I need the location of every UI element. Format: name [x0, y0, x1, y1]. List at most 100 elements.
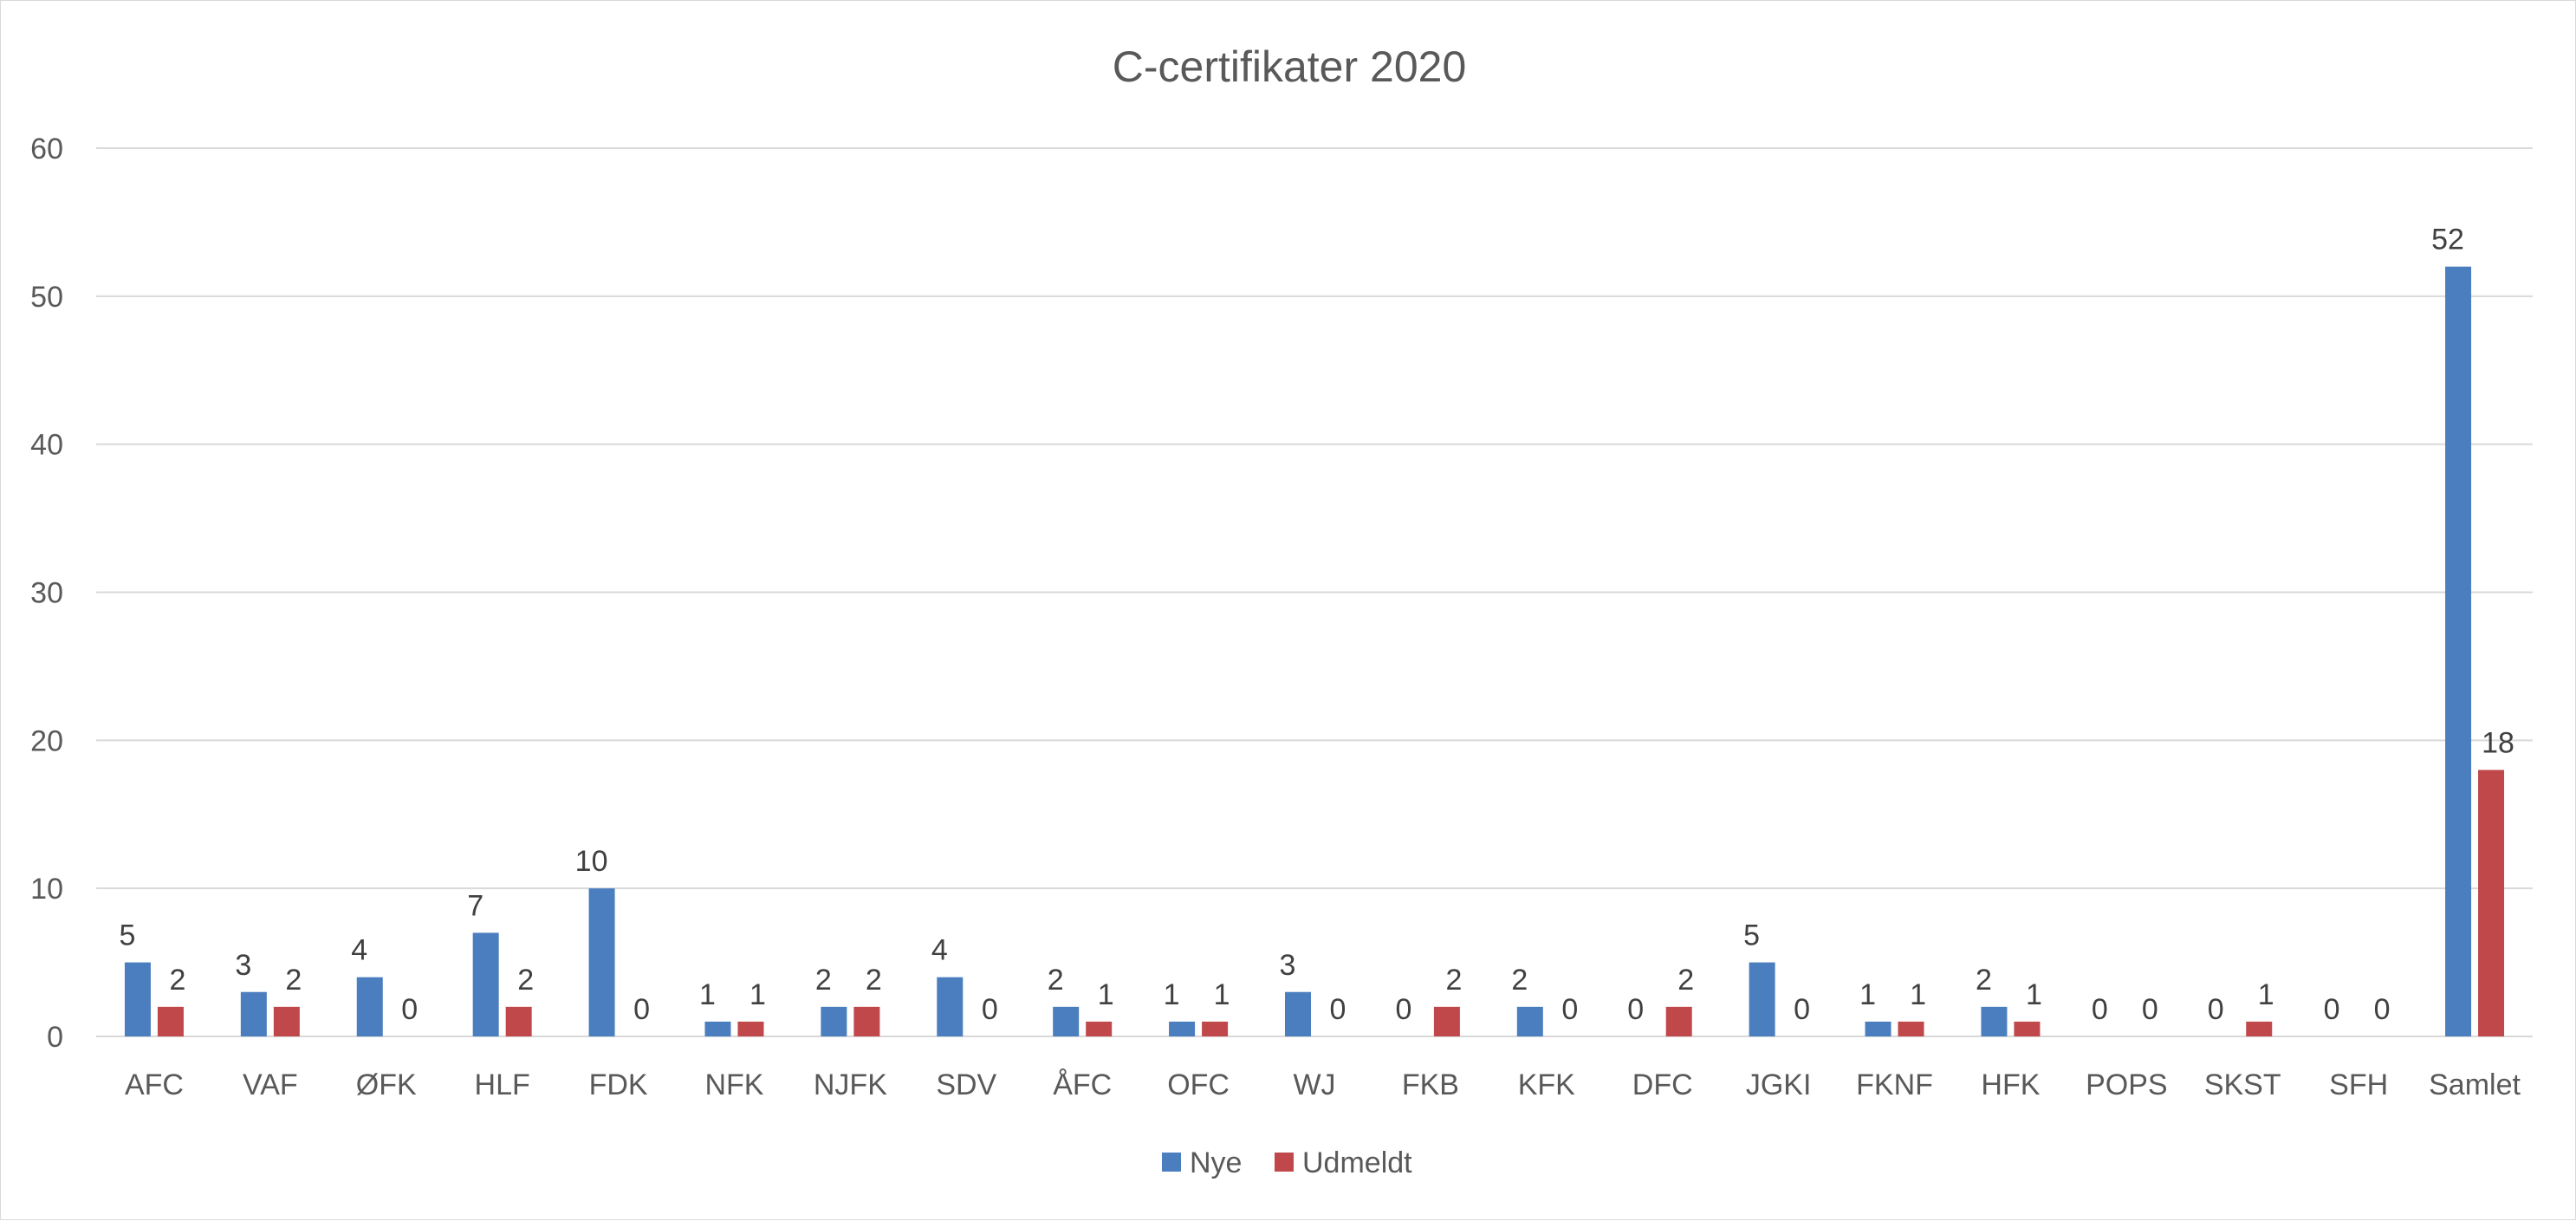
bar-nye — [472, 932, 499, 1036]
data-label: 2 — [1511, 964, 1528, 997]
y-tick-label: 20 — [30, 724, 63, 757]
bar-nye — [2445, 266, 2472, 1037]
data-label: 1 — [1910, 978, 1926, 1011]
legend-swatch — [1162, 1153, 1181, 1172]
y-tick-label: 60 — [30, 133, 63, 166]
data-label: 1 — [1214, 978, 1230, 1011]
data-label: 2 — [815, 964, 832, 997]
data-label: 4 — [351, 934, 367, 967]
bar-nye — [1053, 1006, 1080, 1036]
bar-udmeldt — [1898, 1021, 1924, 1036]
bar-nye — [356, 977, 383, 1036]
data-label: 3 — [235, 949, 251, 982]
x-tick-label: FKNF — [1856, 1068, 1933, 1101]
bar-udmeldt — [2246, 1021, 2273, 1036]
data-label: 0 — [401, 993, 418, 1026]
bar-udmeldt — [1433, 1006, 1460, 1036]
bar-udmeldt — [273, 1006, 300, 1036]
y-tick-label: 40 — [30, 429, 63, 462]
data-label: 7 — [467, 889, 483, 922]
data-label: 18 — [2482, 727, 2514, 760]
bar-udmeldt — [1202, 1021, 1229, 1036]
bar-nye — [821, 1006, 847, 1036]
x-tick-label: SDV — [936, 1068, 996, 1101]
x-tick-label: SFH — [2329, 1068, 2388, 1101]
bar-nye — [1865, 1021, 1891, 1036]
data-label: 0 — [2374, 993, 2391, 1026]
legend-swatch — [1275, 1153, 1294, 1172]
chart-title: C-certifikater 2020 — [1113, 42, 1467, 91]
x-tick-label: HFK — [1981, 1068, 2040, 1101]
y-tick-label: 0 — [47, 1021, 63, 1054]
data-label: 1 — [1859, 978, 1876, 1011]
data-label: 2 — [169, 964, 185, 997]
bar-udmeldt — [853, 1006, 880, 1036]
bar-nye — [1285, 991, 1311, 1036]
data-label: 52 — [2431, 224, 2464, 257]
data-label: 1 — [699, 978, 716, 1011]
data-label: 0 — [1330, 993, 1346, 1026]
data-label: 0 — [982, 993, 998, 1026]
y-tick-label: 50 — [30, 281, 63, 314]
x-tick-label: FKB — [1402, 1068, 1459, 1101]
legend-label: Udmeldt — [1302, 1146, 1412, 1179]
data-label: 2 — [1976, 964, 1992, 997]
bar-nye — [124, 962, 151, 1036]
data-label: 2 — [285, 964, 302, 997]
data-label: 2 — [517, 964, 534, 997]
bar-nye — [1749, 962, 1775, 1036]
x-tick-label: WJ — [1293, 1068, 1335, 1101]
data-label: 0 — [1561, 993, 1578, 1026]
data-label: 0 — [1395, 993, 1411, 1026]
bar-nye — [937, 977, 964, 1036]
legend-label: Nye — [1190, 1146, 1242, 1179]
x-tick-label: FDK — [589, 1068, 648, 1101]
data-label: 0 — [2092, 993, 2108, 1026]
y-axis-ticks: 0 10 20 30 40 50 60 — [30, 133, 63, 1054]
legend: Nye Udmeldt — [1162, 1146, 1412, 1179]
data-label: 0 — [1794, 993, 1810, 1026]
data-label: 1 — [1098, 978, 1114, 1011]
x-tick-label: NJFK — [814, 1068, 887, 1101]
data-label: 4 — [931, 934, 948, 967]
bar-udmeldt — [737, 1021, 764, 1036]
data-label: 10 — [575, 845, 608, 878]
data-label: 1 — [2258, 978, 2274, 1011]
x-tick-label: AFC — [125, 1068, 184, 1101]
bar-nye — [240, 991, 267, 1036]
x-axis-ticks: AFC VAF ØFK HLF FDK NFK NJFK SDV ÅFC OFC WJ FKB KFK D… — [125, 1068, 2521, 1101]
data-label: 0 — [2208, 993, 2224, 1026]
y-tick-label: 30 — [30, 577, 63, 610]
bar-udmeldt — [1665, 1006, 1692, 1036]
bar-nye — [704, 1021, 731, 1036]
x-tick-label: VAF — [243, 1068, 298, 1101]
data-label: 0 — [2324, 993, 2340, 1026]
data-label: 1 — [2026, 978, 2042, 1011]
bar-nye — [588, 888, 615, 1036]
x-tick-label: OFC — [1167, 1068, 1230, 1101]
bar-nye — [1169, 1021, 1196, 1036]
bar-udmeldt — [505, 1006, 532, 1036]
data-label: 0 — [2142, 993, 2158, 1026]
data-label: 2 — [1677, 964, 1694, 997]
bars — [124, 266, 2505, 1037]
data-label: 0 — [633, 993, 650, 1026]
x-tick-label: KFK — [1518, 1068, 1575, 1101]
data-label: 2 — [866, 964, 882, 997]
x-tick-label: DFC — [1632, 1068, 1693, 1101]
x-tick-label: SKST — [2204, 1068, 2281, 1101]
data-label: 5 — [119, 919, 135, 952]
gridlines — [96, 147, 2533, 1037]
x-tick-label: JGKI — [1746, 1068, 1812, 1101]
data-label: 2 — [1445, 964, 1462, 997]
bar-udmeldt — [2478, 770, 2505, 1036]
x-tick-label: NFK — [704, 1068, 763, 1101]
x-tick-label: Samlet — [2429, 1068, 2521, 1101]
x-tick-label: HLF — [475, 1068, 530, 1101]
data-label: 5 — [1743, 919, 1760, 952]
bar-udmeldt — [1086, 1021, 1113, 1036]
bar-nye — [1516, 1006, 1543, 1036]
